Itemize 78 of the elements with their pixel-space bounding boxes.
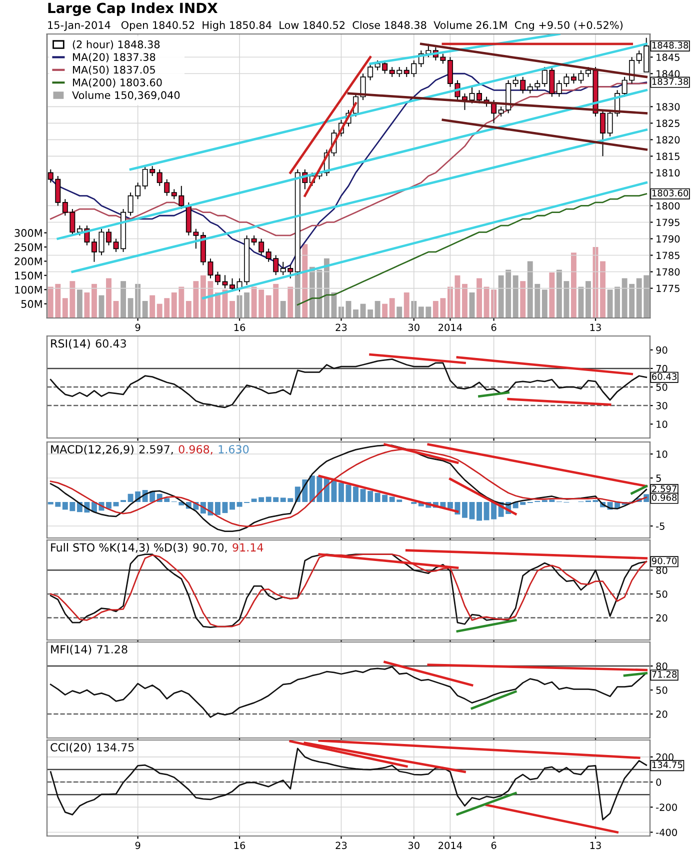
data-label: 90.70 [652, 557, 677, 564]
y-tick-label: 80 [656, 662, 668, 670]
y2-tick-label: 300M [14, 229, 42, 237]
legend-title: RSI(14) [51, 339, 90, 349]
data-label: 60.43 [652, 373, 677, 380]
data-label: 71.28 [652, 670, 677, 678]
legend-title: MACD(12,26,9) [51, 444, 134, 455]
x-tick-label: 2014 [438, 842, 462, 850]
y-tick-label: -200 [656, 804, 677, 811]
legend-title: Full STO %K(14,3) %D(3) [51, 543, 188, 553]
x-tick-label: 9 [135, 842, 140, 850]
y-tick-label: 1795 [656, 218, 680, 226]
x-tick-label: 16 [234, 842, 246, 850]
text: 1848.38 [652, 42, 688, 49]
y-tick-label: -5 [656, 522, 664, 530]
legend-label: Volume 150,369,040 [72, 90, 180, 100]
x-tick-label: 13 [590, 324, 601, 332]
text: 1.630 [218, 445, 249, 454]
legend-label: MA(50) 1837.05 [73, 66, 155, 75]
text: 0.968, [178, 445, 212, 455]
data-label: 2.597 [652, 485, 676, 492]
legend-title: CCI(20) [50, 742, 91, 753]
data-label: 1803.60 [652, 190, 688, 196]
y-tick-label: 70 [656, 364, 668, 372]
y-tick-label: 1775 [656, 284, 680, 292]
y-tick-label: 30 [656, 402, 668, 410]
x-tick-label: 2014 [438, 324, 462, 332]
text: 60.43 [96, 339, 126, 348]
legend-label: MA(20) 1837.38 [73, 52, 156, 62]
y-tick-label: 80 [656, 566, 668, 574]
y2-tick-label: 50M [21, 300, 42, 308]
x-tick-label: 30 [408, 842, 420, 850]
y-tick-label: 1815 [656, 152, 680, 160]
y-tick-label: 90 [656, 346, 668, 354]
y-tick-label: 20 [656, 710, 668, 718]
text: 2.597, [139, 445, 173, 455]
data-label: 1837.38 [652, 78, 688, 85]
y-tick-label: 50 [656, 590, 668, 598]
y2-tick-label: 250M [14, 243, 42, 252]
legend-title: MFI(14) [51, 644, 92, 655]
y-tick-label: 1845 [656, 54, 680, 61]
y-tick-label: 20 [656, 614, 668, 622]
x-tick-label: 9 [135, 324, 140, 332]
y-tick-label: 1790 [656, 235, 680, 243]
chart-title: Large Cap Index INDX [48, 2, 218, 16]
y-tick-label: 5 [656, 474, 661, 482]
text: 71.28 [97, 645, 128, 654]
y-tick-label: 1800 [656, 202, 680, 210]
y-tick-label: 1825 [656, 120, 680, 127]
x-tick-label: 16 [234, 324, 246, 332]
y-tick-label: 0 [656, 778, 662, 786]
x-tick-label: 30 [408, 324, 420, 332]
x-tick-label: 13 [590, 842, 601, 850]
data-label: 134.75 [652, 761, 682, 768]
chart-subtitle: 15-Jan-2014 Open 1840.52 High 1850.84 Low 1840.52 Close 1848.38 Volume 26.1M Cng +9.50 (+0.52%) [48, 20, 622, 31]
y-tick-label: 10 [656, 420, 668, 428]
x-tick-label: 23 [336, 842, 347, 850]
y2-tick-label: 200M [14, 257, 42, 266]
x-tick-label: 23 [336, 324, 347, 332]
y-tick-label: -400 [656, 828, 677, 836]
y-tick-label: 1830 [656, 103, 680, 110]
y-tick-label: 10 [656, 450, 668, 458]
y-tick-label: 1785 [656, 252, 680, 260]
data-label: 0.968 [652, 494, 677, 501]
text: 91.14 [232, 543, 264, 552]
legend-label: (2 hour) 1848.38 [72, 40, 160, 50]
y-tick-label: 50 [656, 383, 668, 391]
y2-tick-label: 100M [15, 286, 42, 294]
y-tick-label: 1780 [656, 268, 680, 276]
legend-label: MA(200) 1803.60 [73, 78, 162, 88]
x-tick-label: 6 [491, 842, 496, 850]
series-label: 134.75 [97, 743, 134, 752]
y-tick-label: 50 [656, 686, 668, 694]
x-tick-label: 6 [491, 324, 496, 332]
y-tick-label: 1810 [656, 169, 680, 177]
y-tick-label: 1820 [656, 136, 680, 144]
y2-tick-label: 150M [15, 272, 42, 280]
text: 90.70, [193, 543, 227, 553]
